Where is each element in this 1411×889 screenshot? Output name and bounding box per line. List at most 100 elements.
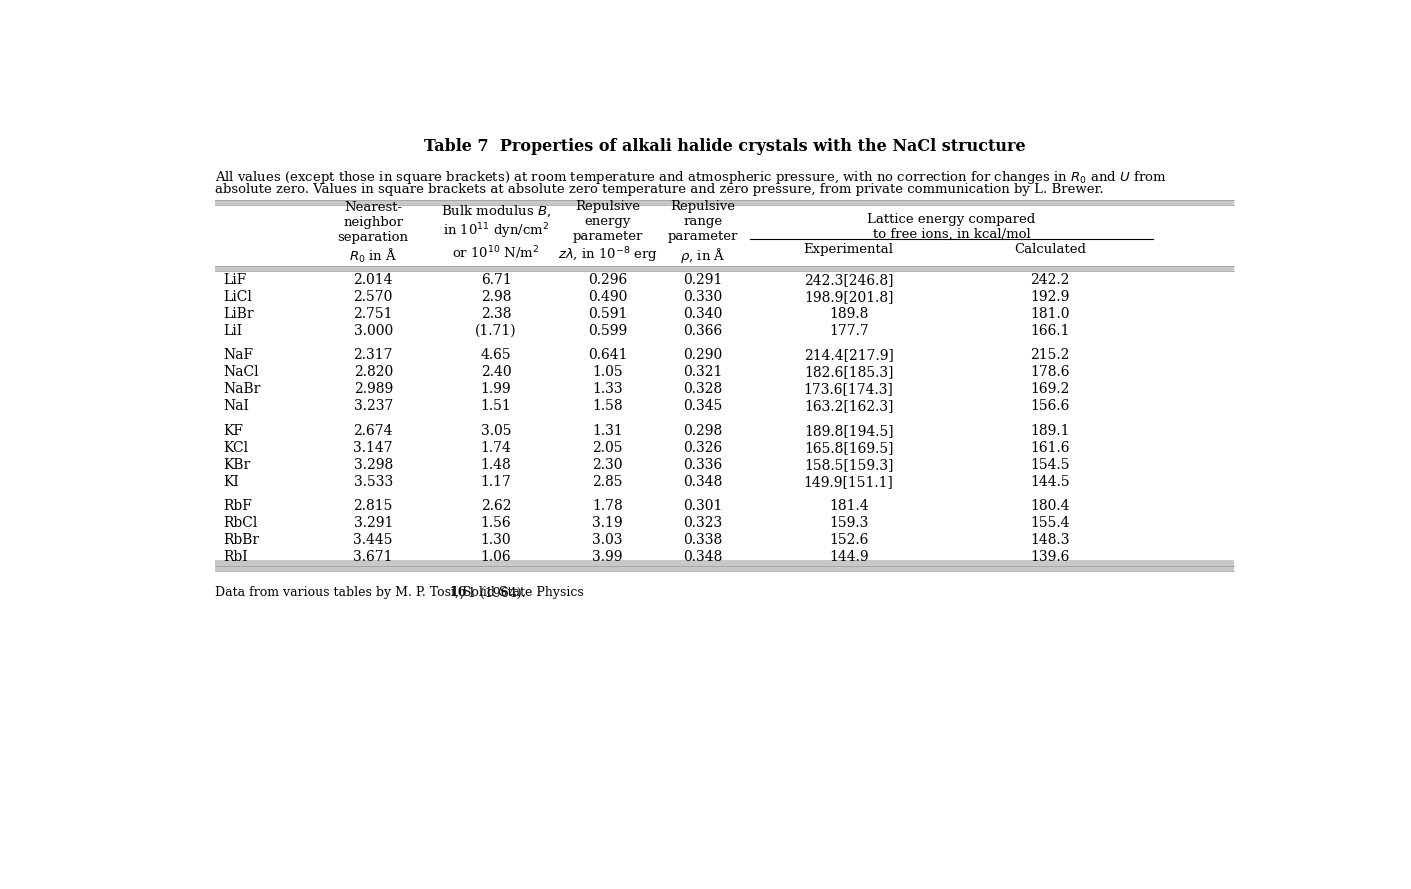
Text: 3.03: 3.03	[593, 533, 622, 548]
Text: NaCl: NaCl	[223, 365, 258, 380]
Text: 0.296: 0.296	[588, 273, 628, 287]
Text: RbCl: RbCl	[223, 517, 257, 530]
Text: 152.6: 152.6	[830, 533, 868, 548]
Text: 2.62: 2.62	[481, 500, 511, 513]
Text: RbF: RbF	[223, 500, 251, 513]
Text: LiI: LiI	[223, 324, 243, 338]
Text: 3.533: 3.533	[354, 475, 392, 489]
Text: 242.3[246.8]: 242.3[246.8]	[804, 273, 893, 287]
Text: 173.6[174.3]: 173.6[174.3]	[804, 382, 893, 396]
Text: 0.321: 0.321	[683, 365, 722, 380]
Text: 0.591: 0.591	[588, 307, 628, 321]
Text: 214.4[217.9]: 214.4[217.9]	[804, 348, 893, 363]
Text: 3.147: 3.147	[353, 441, 394, 455]
Text: 189.1: 189.1	[1030, 424, 1070, 438]
Text: 1.06: 1.06	[481, 550, 511, 565]
Text: All values (except those in square brackets) at room temperature and atmospheric: All values (except those in square brack…	[214, 169, 1167, 186]
Text: LiCl: LiCl	[223, 290, 251, 304]
Text: 2.317: 2.317	[354, 348, 394, 363]
Text: , 1 (1964).: , 1 (1964).	[460, 587, 525, 599]
Text: 0.338: 0.338	[683, 533, 722, 548]
Text: 192.9: 192.9	[1030, 290, 1070, 304]
Text: 0.291: 0.291	[683, 273, 722, 287]
Text: 2.014: 2.014	[354, 273, 394, 287]
Text: KBr: KBr	[223, 458, 250, 472]
Text: 161.6: 161.6	[1030, 441, 1070, 455]
Text: 155.4: 155.4	[1030, 517, 1070, 530]
Text: 159.3: 159.3	[830, 517, 868, 530]
Text: 1.31: 1.31	[593, 424, 624, 438]
Text: 163.2[162.3]: 163.2[162.3]	[804, 399, 893, 413]
Text: 3.237: 3.237	[354, 399, 392, 413]
Text: (1.71): (1.71)	[476, 324, 516, 338]
Text: 0.330: 0.330	[683, 290, 722, 304]
Text: 1.30: 1.30	[481, 533, 511, 548]
Text: 1.05: 1.05	[593, 365, 624, 380]
Text: 1.51: 1.51	[481, 399, 511, 413]
Text: 0.328: 0.328	[683, 382, 722, 396]
Text: 181.4: 181.4	[828, 500, 869, 513]
Text: 3.671: 3.671	[354, 550, 394, 565]
Text: 2.820: 2.820	[354, 365, 392, 380]
Text: 0.345: 0.345	[683, 399, 722, 413]
Text: 0.326: 0.326	[683, 441, 722, 455]
Text: 166.1: 166.1	[1030, 324, 1070, 338]
Bar	[214, 565, 1235, 571]
Text: Bulk modulus $B$,
in 10$^{11}$ dyn/cm$^2$
or 10$^{10}$ N/m$^2$: Bulk modulus $B$, in 10$^{11}$ dyn/cm$^2…	[442, 204, 552, 261]
Text: 139.6: 139.6	[1030, 550, 1070, 565]
Text: 0.348: 0.348	[683, 550, 722, 565]
Text: 2.674: 2.674	[354, 424, 394, 438]
Text: 2.05: 2.05	[593, 441, 622, 455]
Text: 3.000: 3.000	[354, 324, 392, 338]
Text: 144.5: 144.5	[1030, 475, 1070, 489]
Text: NaBr: NaBr	[223, 382, 260, 396]
Text: 2.815: 2.815	[354, 500, 392, 513]
Text: 3.19: 3.19	[593, 517, 624, 530]
Text: Table 7  Properties of alkali halide crystals with the NaCl structure: Table 7 Properties of alkali halide crys…	[423, 139, 1026, 156]
Text: 2.751: 2.751	[354, 307, 394, 321]
Text: 0.298: 0.298	[683, 424, 722, 438]
Text: 215.2: 215.2	[1030, 348, 1070, 363]
Text: 148.3: 148.3	[1030, 533, 1070, 548]
Text: Repulsive
range
parameter
$\rho$, in Å: Repulsive range parameter $\rho$, in Å	[667, 200, 738, 265]
Text: 182.6[185.3]: 182.6[185.3]	[804, 365, 893, 380]
Text: 177.7: 177.7	[828, 324, 869, 338]
Text: 3.99: 3.99	[593, 550, 622, 565]
Text: 0.599: 0.599	[588, 324, 628, 338]
Text: 198.9[201.8]: 198.9[201.8]	[804, 290, 893, 304]
Text: 189.8[194.5]: 189.8[194.5]	[804, 424, 893, 438]
Text: 16: 16	[449, 587, 467, 599]
Text: 0.348: 0.348	[683, 475, 722, 489]
Text: 2.40: 2.40	[481, 365, 511, 380]
Text: 0.490: 0.490	[588, 290, 628, 304]
Text: Nearest-
neighbor
separation
$R_0$ in Å: Nearest- neighbor separation $R_0$ in Å	[337, 201, 409, 265]
Text: 2.98: 2.98	[481, 290, 511, 304]
Text: 242.2: 242.2	[1030, 273, 1070, 287]
Text: 1.48: 1.48	[481, 458, 511, 472]
Text: 149.9[151.1]: 149.9[151.1]	[804, 475, 893, 489]
Text: 2.989: 2.989	[354, 382, 392, 396]
Text: Calculated: Calculated	[1015, 243, 1086, 256]
Text: Experimental: Experimental	[804, 243, 893, 256]
Text: 1.74: 1.74	[481, 441, 512, 455]
Text: 2.85: 2.85	[593, 475, 622, 489]
Text: 3.291: 3.291	[354, 517, 392, 530]
Bar	[214, 200, 1235, 205]
Text: 1.78: 1.78	[593, 500, 624, 513]
Text: Repulsive
energy
parameter
$z\lambda$, in 10$^{-8}$ erg: Repulsive energy parameter $z\lambda$, i…	[557, 200, 658, 265]
Text: 0.336: 0.336	[683, 458, 722, 472]
Text: 0.641: 0.641	[588, 348, 628, 363]
Text: LiF: LiF	[223, 273, 247, 287]
Text: 181.0: 181.0	[1030, 307, 1070, 321]
Text: 0.366: 0.366	[683, 324, 722, 338]
Text: 156.6: 156.6	[1030, 399, 1070, 413]
Text: 2.570: 2.570	[354, 290, 392, 304]
Text: 1.58: 1.58	[593, 399, 624, 413]
Text: 1.17: 1.17	[481, 475, 512, 489]
Text: 0.340: 0.340	[683, 307, 722, 321]
Text: 0.323: 0.323	[683, 517, 722, 530]
Text: 165.8[169.5]: 165.8[169.5]	[804, 441, 893, 455]
Text: 2.38: 2.38	[481, 307, 511, 321]
Text: 3.298: 3.298	[354, 458, 392, 472]
Text: 3.445: 3.445	[354, 533, 394, 548]
